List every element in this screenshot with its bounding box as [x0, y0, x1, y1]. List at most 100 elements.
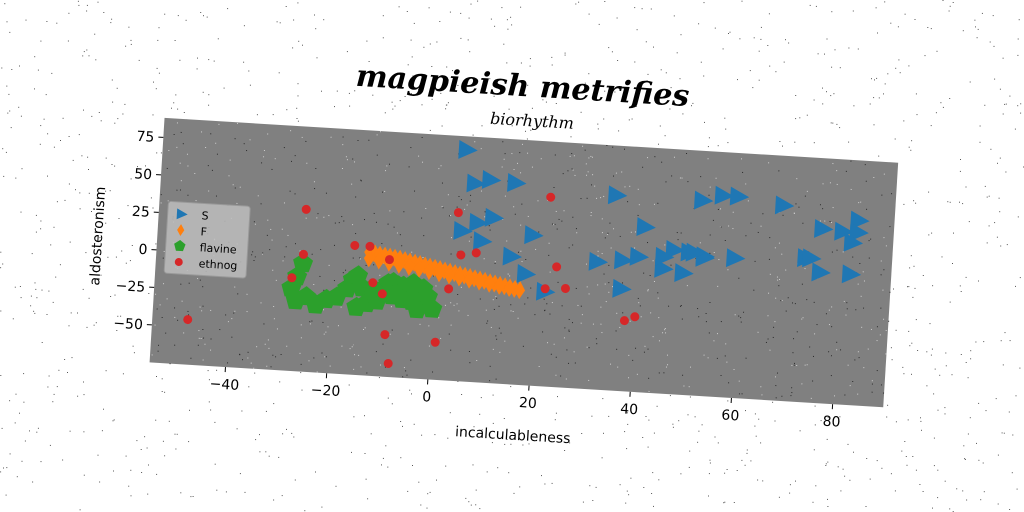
- plot-noise-dot: [600, 306, 602, 308]
- plot-noise-dot: [460, 199, 462, 201]
- plot-noise-dot: [301, 136, 303, 138]
- plot-noise-dot: [202, 328, 204, 331]
- noise-dot: [137, 166, 138, 168]
- noise-dot: [825, 463, 827, 465]
- noise-dot: [1006, 244, 1008, 246]
- plot-noise-dot: [717, 208, 719, 210]
- noise-dot: [30, 295, 32, 297]
- noise-dot: [7, 112, 9, 114]
- noise-dot: [124, 103, 126, 105]
- noise-dot: [930, 28, 932, 30]
- noise-dot: [551, 56, 553, 58]
- noise-dot: [985, 410, 987, 412]
- noise-dot: [9, 400, 11, 402]
- noise-dot: [909, 267, 911, 269]
- noise-dot: [901, 450, 903, 452]
- noise-dot: [117, 315, 119, 317]
- noise-dot: [665, 72, 667, 74]
- plot-noise-dot: [592, 323, 594, 325]
- plot-noise-dot: [580, 198, 582, 200]
- noise-dot: [150, 135, 152, 137]
- plot-noise-dot: [519, 152, 521, 154]
- noise-dot: [519, 486, 521, 488]
- noise-dot: [127, 205, 129, 207]
- plot-noise-dot: [444, 304, 446, 306]
- plot-noise-dot: [885, 329, 887, 332]
- noise-dot: [968, 221, 970, 223]
- plot-noise-dot: [253, 221, 255, 223]
- plot-noise-dot: [480, 190, 482, 192]
- noise-dot: [1011, 472, 1013, 474]
- noise-dot: [64, 359, 66, 360]
- plot-noise-dot: [775, 297, 777, 299]
- noise-dot: [227, 8, 229, 10]
- noise-dot: [641, 8, 643, 10]
- noise-dot: [967, 433, 969, 435]
- noise-dot: [323, 19, 325, 21]
- noise-dot: [887, 404, 889, 406]
- point-ethnog: [456, 250, 466, 260]
- plot-noise-dot: [162, 257, 164, 259]
- noise-dot: [25, 19, 27, 21]
- plot-noise-dot: [680, 232, 682, 234]
- plot-noise-dot: [351, 346, 353, 348]
- plot-noise-dot: [606, 233, 608, 235]
- noise-dot: [335, 394, 337, 396]
- noise-dot: [445, 108, 447, 110]
- plot-noise-dot: [460, 286, 462, 288]
- noise-dot: [672, 423, 674, 425]
- noise-dot: [871, 78, 872, 80]
- plot-noise-dot: [287, 234, 289, 236]
- noise-dot: [965, 186, 967, 188]
- noise-dot: [1009, 95, 1011, 97]
- noise-dot: [391, 101, 393, 103]
- noise-dot: [659, 125, 661, 127]
- plot-noise-dot: [603, 273, 605, 275]
- plot-noise-dot: [447, 194, 449, 196]
- noise-dot: [368, 61, 370, 62]
- noise-dot: [895, 421, 897, 423]
- plot-noise-dot: [441, 206, 443, 208]
- noise-dot: [64, 199, 66, 201]
- plot-noise-dot: [610, 363, 612, 365]
- plot-noise-dot: [699, 242, 701, 244]
- plot-noise-dot: [218, 123, 220, 125]
- noise-dot: [755, 435, 757, 437]
- noise-dot: [737, 79, 738, 81]
- y-tick-label: 0: [138, 242, 148, 259]
- noise-dot: [998, 197, 1000, 199]
- plot-noise-dot: [285, 246, 287, 248]
- noise-dot: [507, 28, 509, 30]
- noise-dot: [95, 59, 97, 61]
- plot-noise-dot: [253, 367, 255, 369]
- noise-dot: [497, 467, 499, 469]
- noise-dot: [314, 14, 315, 16]
- noise-dot: [236, 428, 238, 430]
- noise-dot: [779, 141, 781, 142]
- noise-dot: [814, 405, 816, 407]
- noise-dot: [34, 56, 36, 58]
- plot-noise-dot: [527, 152, 529, 154]
- plot-noise-dot: [634, 231, 636, 233]
- plot-noise-dot: [501, 166, 503, 168]
- noise-dot: [893, 288, 894, 290]
- noise-dot: [168, 420, 170, 422]
- noise-dot: [907, 419, 909, 421]
- noise-dot: [508, 108, 510, 110]
- plot-noise-dot: [774, 247, 776, 249]
- noise-dot: [926, 385, 928, 387]
- plot-noise-dot: [555, 374, 557, 376]
- plot-noise-dot: [381, 191, 384, 193]
- plot-noise-dot: [747, 200, 749, 202]
- noise-dot: [672, 426, 674, 428]
- noise-dot: [351, 451, 352, 453]
- noise-dot: [294, 479, 296, 481]
- plot-noise-dot: [264, 343, 266, 345]
- plot-noise-dot: [745, 235, 747, 237]
- noise-dot: [986, 242, 988, 244]
- plot-noise-dot: [190, 357, 192, 359]
- noise-dot: [125, 455, 127, 457]
- noise-dot: [392, 108, 394, 110]
- noise-dot: [969, 81, 971, 83]
- plot-noise-dot: [202, 305, 204, 307]
